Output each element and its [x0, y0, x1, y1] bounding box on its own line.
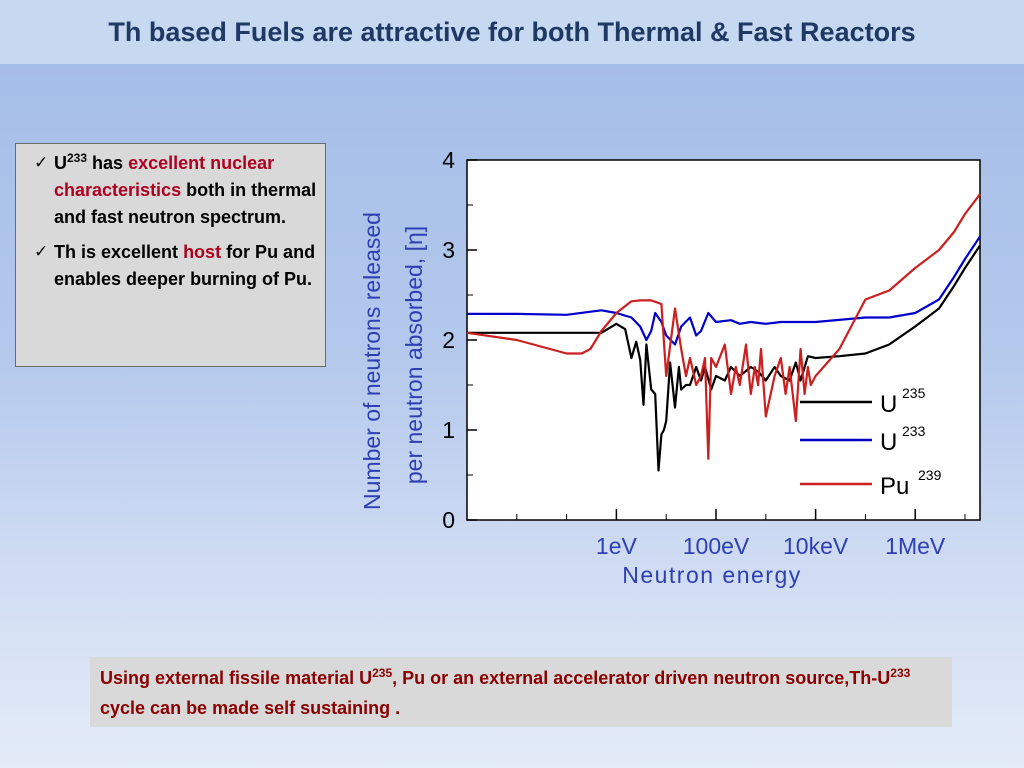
legend-label-sup: 239	[918, 467, 942, 483]
series-line-u235	[467, 244, 981, 472]
series-line-pu239	[466, 193, 981, 460]
note-part-2: , Pu or an external accelerator driven n…	[392, 668, 891, 688]
bullet-text-1: U233 has excellent nuclear characteristi…	[54, 150, 317, 231]
x-tick-label: 100eV	[683, 533, 750, 559]
legend-label-sup: 235	[902, 385, 926, 401]
x-axis-label: Neutron energy	[622, 562, 802, 588]
y-tick-label: 4	[442, 147, 455, 173]
series-lines	[466, 193, 981, 472]
slide-title-bar: Th based Fuels are attractive for both T…	[0, 0, 1024, 64]
note-part-1: Using external fissile material U	[100, 668, 373, 688]
checkmark-icon: ✓	[34, 153, 49, 172]
chart-legend: U 235 U 233 Pu 239	[800, 385, 942, 500]
legend-label: U	[880, 391, 897, 418]
y-tick-label: 1	[442, 417, 455, 443]
series-line-u233	[467, 235, 981, 346]
bullet-1-rest: both in thermal and fast neutron spectru…	[54, 180, 317, 227]
note-part-3: cycle can be made self sustaining .	[100, 698, 401, 718]
y-axis-label-line-2: per neutron absorbed, [η]	[401, 226, 427, 484]
checkmark-icon: ✓	[34, 242, 49, 261]
legend-label: U	[880, 429, 897, 456]
bullet-item-1: ✓ U233 has excellent nuclear characteris…	[24, 150, 317, 231]
bullet-item-2: ✓ Th is excellent host for Pu and enable…	[24, 239, 317, 293]
bullet-2-main: Th is excellent	[54, 242, 184, 262]
bullet-2-highlight: host	[183, 242, 222, 262]
axis-ticks: 1eV 100eV 10keV 1MeV 0 1 2 3 4	[442, 147, 966, 559]
y-tick-label: 0	[442, 507, 455, 533]
legend-label-sup: 233	[902, 423, 926, 439]
conclusion-box: Using external fissile material U235, Pu…	[90, 657, 952, 727]
y-axis-label-line-1: Number of neutrons released	[359, 212, 385, 510]
bullet-box: ✓ U233 has excellent nuclear characteris…	[15, 143, 326, 367]
note-sup-1: 235	[372, 666, 393, 680]
note-sup-2: 233	[890, 666, 911, 680]
bullet-1-mid: has	[87, 153, 129, 173]
x-tick-label: 1eV	[596, 533, 638, 559]
bullet-1-sup: 233	[67, 151, 88, 165]
y-tick-label: 3	[442, 237, 455, 263]
legend-label: Pu	[880, 473, 909, 500]
bullet-1-highlight: excellent nuclear characteristics	[54, 153, 275, 200]
y-tick-label: 2	[442, 327, 455, 353]
bullet-text-2: Th is excellent host for Pu and enables …	[54, 239, 317, 293]
plot-area	[466, 159, 981, 521]
bullet-1-main: U	[54, 153, 67, 173]
x-tick-label: 10keV	[783, 533, 849, 559]
bullet-2-rest: for Pu and enables deeper burning of Pu.	[54, 242, 316, 289]
x-tick-label: 1MeV	[885, 533, 946, 559]
slide-title: Th based Fuels are attractive for both T…	[108, 16, 916, 47]
